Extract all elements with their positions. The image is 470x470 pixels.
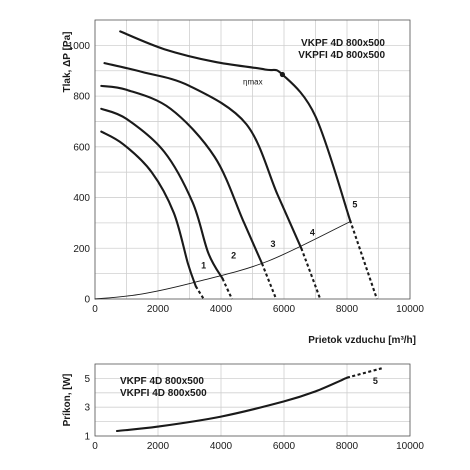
bot-x-tick-label: 6000 (273, 441, 296, 452)
top-y-tick-label: 0 (84, 295, 90, 306)
pressure-tick-labels: 0 2000 4000 6000 8000 10000 0 200 400 600 800 1000 (68, 41, 425, 315)
bot-y-tick-label: 3 (84, 403, 90, 414)
top-curve-2-line (100, 107, 224, 280)
eta-max-point (279, 71, 286, 78)
pressure-y-axis-label: Tlak, ΔP [Pa] (62, 32, 73, 93)
bot-x-tick-label: 2000 (147, 441, 170, 452)
top-curve-5-line (119, 30, 352, 222)
top-y-tick-label: 800 (73, 92, 90, 103)
top-curve-3-line (100, 84, 264, 265)
top-curve-2-extension (221, 278, 233, 300)
power-legend-line-2: VKPFI 4D 800x500 (120, 388, 207, 399)
eta-max-annotation: ηmax (243, 78, 263, 87)
top-y-tick-label: 600 (73, 142, 90, 153)
top-curve-number-label: 3 (270, 239, 275, 249)
top-curve-number-label: 5 (352, 200, 357, 210)
pressure-x-axis-label: Prietok vzduchu [m³/h] (308, 335, 416, 346)
top-curve-number-label: 1 (201, 261, 206, 271)
pressure-chart: 0 2000 4000 6000 8000 1000002004006008001000 … (62, 19, 425, 346)
top-y-tick-label: 200 (73, 244, 90, 255)
bot-curve-number-label: 5 (373, 376, 378, 386)
top-curve-number-label: 2 (231, 250, 236, 260)
pressure-legend-line-1: VKPF 4D 800x500 (301, 38, 385, 49)
top-curve-4-extension (300, 247, 322, 300)
bot-curve-5-line (115, 376, 349, 433)
bot-x-tick-label: 8000 (336, 441, 359, 452)
top-curve-4-line (103, 62, 303, 250)
top-curve-3-extension (261, 263, 278, 300)
top-plot-frame (94, 19, 411, 300)
power-tick-labels: 0 2000 4000 6000 8000 10000 1 3 5 (84, 374, 424, 452)
top-x-tick-label: 0 (92, 304, 98, 315)
power-legend-line-1: VKPF 4D 800x500 (120, 376, 204, 387)
pressure-grid (94, 19, 411, 300)
bot-x-tick-label: 0 (92, 441, 98, 452)
pressure-curves (94, 30, 378, 300)
bot-plot-frame (94, 363, 411, 437)
power-curve-labels: 5 (373, 376, 378, 386)
power-y-axis-label: Príkon, [W] (62, 374, 73, 427)
bot-y-tick-label: 1 (84, 432, 90, 443)
top-curve-5-extension (349, 220, 378, 300)
bot-y-tick-label: 5 (84, 374, 90, 385)
top-x-tick-label: 8000 (336, 304, 359, 315)
top-curve-1-extension (194, 285, 205, 300)
top-x-tick-label: 2000 (147, 304, 170, 315)
top-curve-system-line (94, 221, 351, 300)
power-curves (115, 367, 382, 433)
top-curve-1-line (100, 130, 197, 288)
top-x-tick-label: 10000 (396, 304, 424, 315)
power-grid (94, 363, 411, 437)
power-chart: 0 2000 4000 6000 8000 10000 1 3 5 5 VKPF 4D 800x… (62, 363, 424, 452)
top-y-tick-label: 400 (73, 193, 90, 204)
top-x-tick-label: 4000 (210, 304, 233, 315)
top-y-tick-label: 1000 (68, 41, 91, 52)
bot-x-tick-label: 4000 (210, 441, 233, 452)
pressure-legend-line-2: VKPFI 4D 800x500 (298, 50, 385, 61)
top-x-tick-label: 6000 (273, 304, 296, 315)
bot-x-tick-label: 10000 (396, 441, 424, 452)
top-curve-number-label: 4 (310, 228, 315, 238)
bot-curve-5-extension (346, 367, 382, 379)
pressure-curve-labels: 1 2 3 4 5 (201, 200, 357, 271)
